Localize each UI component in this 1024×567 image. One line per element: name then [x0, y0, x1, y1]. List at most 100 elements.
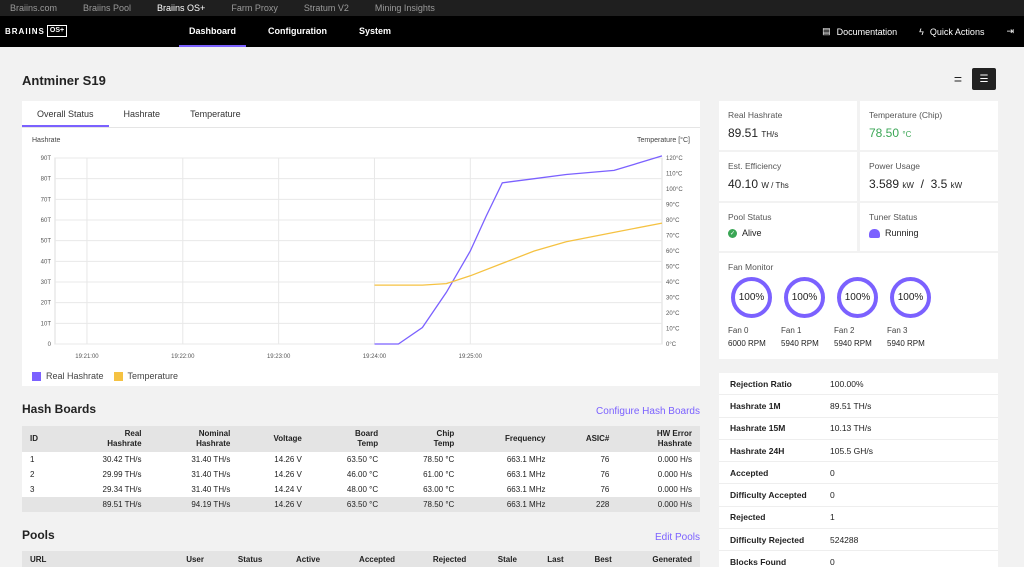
- col-last: Last: [524, 551, 572, 567]
- nav-tab-system[interactable]: System: [359, 26, 392, 36]
- summary-key: Hashrate 15M: [730, 423, 786, 434]
- nav-tab-configuration[interactable]: Configuration: [268, 26, 328, 36]
- plot-area: [54, 157, 663, 345]
- fan-name: Fan 3: [887, 326, 908, 335]
- list-item: Accepted 0: [719, 462, 998, 485]
- power-usage-card: Power Usage 3.589 kW / 3.5 kW: [860, 152, 998, 201]
- y2-tick-label: 120°C: [666, 156, 683, 162]
- braiins-logo[interactable]: BRAIINS OS+: [5, 25, 68, 37]
- cell-voltage: 14.24 V: [274, 485, 302, 494]
- fan-item: 100% Fan 3 5940 RPM: [887, 277, 940, 348]
- col-active: Active: [270, 551, 329, 567]
- legend-item-temperature[interactable]: Temperature: [113, 371, 179, 381]
- cell-nominal-hashrate: 94.19 TH/s: [149, 497, 239, 512]
- top-link-mining-insights[interactable]: Mining Insights: [374, 3, 435, 13]
- col-generated: Generated: [619, 551, 700, 567]
- y2-tick-label: 80°C: [666, 218, 680, 224]
- fan-rpm: 5940 RPM: [781, 339, 819, 348]
- summary-key: Blocks Found: [730, 557, 787, 567]
- top-link-farm-proxy[interactable]: Farm Proxy: [231, 3, 278, 13]
- power-usage-label: Power Usage: [869, 161, 921, 171]
- top-link-bar: Braiins.com Braiins Pool Braiins OS+ Far…: [0, 0, 1024, 16]
- summary-value: 0: [830, 557, 835, 567]
- legend-label-hashrate: Real Hashrate: [46, 371, 104, 381]
- y-tick-label: 70T: [41, 197, 52, 203]
- x-tick-label: 19:24:00: [363, 354, 387, 360]
- documentation-link[interactable]: ▤ Documentation: [822, 26, 897, 37]
- summary-value: 524288: [830, 534, 859, 545]
- table-total-row: 89.51 TH/s 94.19 TH/s 14.26 V 63.50 °C 7…: [22, 497, 700, 512]
- col-id: ID: [22, 426, 61, 452]
- cell-frequency: 663.1 MHz: [506, 485, 546, 494]
- cell-chip-temp: 78.50 °C: [423, 455, 455, 464]
- fan-name: Fan 2: [834, 326, 855, 335]
- grid-view-button[interactable]: ☰: [972, 68, 996, 90]
- summary-key: Hashrate 1M: [730, 400, 781, 411]
- cell-asic: 76: [600, 455, 610, 464]
- top-link-stratum-v2[interactable]: Stratum V2: [303, 3, 349, 13]
- y-tick-label: 40T: [41, 259, 52, 265]
- logout-button[interactable]: ⇥: [1006, 26, 1014, 37]
- tuner-status-value: Running: [885, 228, 919, 238]
- real-hashrate-label: Real Hashrate: [728, 110, 783, 120]
- y2-tick-label: 90°C: [666, 203, 680, 209]
- summary-key: Difficulty Accepted: [730, 490, 807, 501]
- summary-value: 0: [830, 490, 835, 501]
- summary-key: Accepted: [730, 467, 769, 478]
- y-tick-label: 90T: [41, 156, 52, 162]
- fan-name: Fan 1: [781, 326, 802, 335]
- logout-icon: ⇥: [1006, 26, 1014, 36]
- cell-real-hashrate: 89.51 TH/s: [60, 497, 150, 512]
- legend-item-hashrate[interactable]: Real Hashrate: [32, 371, 104, 381]
- quick-actions-button[interactable]: ϟ Quick Actions: [919, 27, 984, 37]
- cell-real-hashrate: 29.99 TH/s: [102, 470, 142, 479]
- summary-value: 10.13 TH/s: [830, 423, 872, 434]
- y2-tick-label: 110°C: [666, 172, 683, 178]
- list-item: Hashrate 1M 89.51 TH/s: [719, 395, 998, 418]
- top-link-braiins-com[interactable]: Braiins.com: [10, 3, 58, 13]
- summary-value: 105.5 GH/s: [830, 445, 873, 456]
- top-link-braiins-pool[interactable]: Braiins Pool: [83, 3, 132, 13]
- fan-item: 100% Fan 1 5940 RPM: [781, 277, 834, 348]
- cell-hw-error: 0.000 H/s: [657, 455, 692, 464]
- cell-id: 2: [30, 470, 35, 479]
- configure-hash-boards-link[interactable]: Configure Hash Boards: [596, 406, 700, 417]
- tab-temperature[interactable]: Temperature: [190, 109, 241, 119]
- list-item: Difficulty Rejected 524288: [719, 529, 998, 552]
- y-tick-label: 10T: [41, 321, 52, 327]
- y-tick-label: 30T: [41, 280, 52, 286]
- fan-name: Fan 0: [728, 326, 749, 335]
- top-link-braiins-os[interactable]: Braiins OS+: [157, 3, 206, 13]
- documentation-label: Documentation: [836, 26, 898, 37]
- tab-overall-status[interactable]: Overall Status: [22, 101, 109, 127]
- nav-tab-dashboard[interactable]: Dashboard: [179, 16, 247, 47]
- x-tick-label: 19:22:00: [171, 354, 195, 360]
- fan-rpm: 6000 RPM: [728, 339, 766, 348]
- list-item: Rejected 1: [719, 507, 998, 530]
- hash-boards-title: Hash Boards: [22, 402, 97, 416]
- summary-key: Rejected: [730, 512, 766, 523]
- cell-id: [22, 497, 61, 512]
- tab-hashrate[interactable]: Hashrate: [123, 109, 161, 119]
- legend-label-temperature: Temperature: [127, 371, 179, 381]
- cell-chip-temp: 61.00 °C: [423, 470, 455, 479]
- cell-chip-temp: 78.50 °C: [386, 497, 463, 512]
- cell-hw-error: 0.000 H/s: [617, 497, 700, 512]
- y2-tick-label: 70°C: [666, 234, 680, 240]
- list-view-button[interactable]: =: [948, 68, 968, 90]
- chip-temperature-card: Temperature (Chip) 78.50 °C: [860, 101, 998, 150]
- real-hashrate-value: 89.51 TH/s: [728, 126, 779, 140]
- y-tick-label: 0: [48, 342, 52, 348]
- col-nominal-hashrate: Nominal Hashrate: [149, 426, 239, 452]
- efficiency-value: 40.10 W / Ths: [728, 177, 789, 191]
- y2-tick-label: 30°C: [666, 296, 680, 302]
- cell-hw-error: 0.000 H/s: [657, 485, 692, 494]
- summary-value: 1: [830, 512, 835, 523]
- table-header-row: URL User Status Active Accepted Rejected…: [22, 551, 700, 567]
- edit-pools-link[interactable]: Edit Pools: [654, 532, 700, 543]
- chip-temperature-value: 78.50 °C: [869, 126, 912, 140]
- col-frequency: Frequency: [462, 426, 554, 452]
- main-navbar: BRAIINS OS+ Dashboard Configuration Syst…: [0, 16, 1024, 47]
- hash-boards-table: ID Real Hashrate Nominal Hashrate Voltage …: [22, 426, 700, 512]
- cell-frequency: 663.1 MHz: [462, 497, 554, 512]
